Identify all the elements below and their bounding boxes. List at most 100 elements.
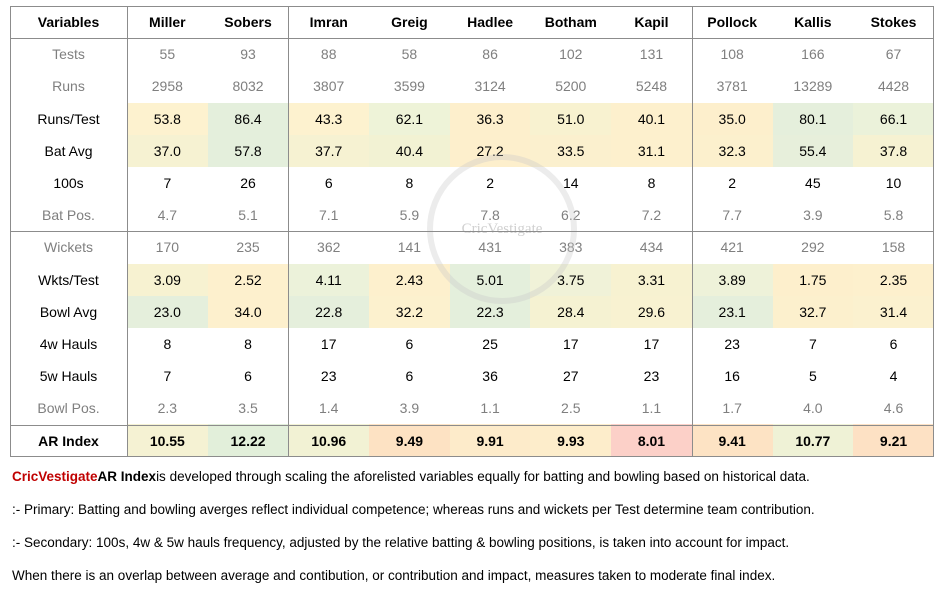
table-cell: 37.0: [127, 134, 208, 167]
notes-section: CricVestigate AR Index is developed thro…: [12, 460, 932, 592]
table-cell: 3.31: [611, 263, 692, 296]
row-label: 5w Hauls: [39, 368, 98, 385]
table-cell: 5.8: [883, 207, 904, 224]
table-cell: 22.3: [449, 295, 531, 328]
table-cell: 51.0: [530, 102, 612, 135]
header-player: Stokes: [870, 14, 917, 31]
table-cell: 55: [159, 46, 176, 63]
row-label: 4w Hauls: [39, 335, 98, 352]
table-cell: 383: [559, 239, 583, 256]
brand-name: CricVestigate: [12, 469, 98, 484]
row-label: Runs/Test: [37, 110, 100, 127]
table-cell: 3.5: [238, 400, 258, 417]
table-cell: 23: [643, 368, 660, 385]
table-cell: 4.7: [157, 207, 178, 224]
table-row: Runs/Test 53.8 86.4 43.3 62.1 36.3 51.0 40.1 35.…: [10, 102, 934, 135]
stats-table: Variables Miller Sobers Imran Greig Hadlee Bo…: [10, 6, 934, 457]
table-cell: 22.8: [288, 295, 370, 328]
table-cell: 431: [478, 239, 502, 256]
table-cell: 2.3: [157, 400, 178, 417]
table-cell: 17: [562, 335, 579, 352]
table-cell: 3807: [313, 78, 345, 95]
table-cell: 23: [724, 335, 740, 352]
table-row: Bowl Pos. 2.3 3.5 1.4 3.9 1.1 2.5 1.1 1.7 4.0 4.6: [10, 392, 934, 424]
table-cell: 2.35: [853, 263, 934, 296]
header-player: Sobers: [224, 14, 272, 31]
table-row: Bat Pos. 4.7 5.1 7.1 5.9 7.8 6.2 7.2 7.7 3.9 5.8: [10, 199, 934, 231]
table-cell: 86: [482, 46, 498, 63]
section-divider: [10, 424, 934, 426]
row-label: Bat Pos.: [42, 207, 95, 224]
table-row: Wkts/Test 3.09 2.52 4.11 2.43 5.01 3.75 3.31 3.8…: [10, 263, 934, 296]
table-cell: 3.89: [691, 263, 773, 296]
table-cell: 5: [808, 368, 817, 385]
table-cell: 421: [720, 239, 744, 256]
table-cell: 7.2: [641, 207, 662, 224]
table-cell: 23: [320, 368, 337, 385]
table-cell: 12.22: [207, 424, 289, 457]
table-cell: 37.7: [288, 134, 370, 167]
table-cell: 23.1: [691, 295, 773, 328]
table-cell: 166: [801, 46, 825, 63]
table-cell: 5200: [555, 78, 587, 95]
row-label: Bat Avg: [44, 142, 93, 159]
table-cell: 40.4: [369, 134, 450, 167]
table-cell: 158: [881, 239, 906, 256]
table-cell: 141: [397, 239, 422, 256]
table-cell: 8032: [232, 78, 264, 95]
table-cell: 9.93: [530, 424, 612, 457]
table-cell: 27.2: [449, 134, 531, 167]
section-divider: [10, 38, 934, 40]
table-cell: 6: [244, 368, 252, 385]
header-player: Pollock: [707, 14, 758, 31]
table-cell: 1.1: [641, 400, 662, 417]
table-cell: 57.8: [207, 134, 289, 167]
table-cell: 40.1: [611, 102, 692, 135]
table-cell: 3781: [716, 78, 748, 95]
row-label: Bowl Pos.: [37, 400, 100, 417]
table-cell: 36.3: [449, 102, 531, 135]
table-cell: 7.1: [318, 207, 339, 224]
table-cell: 3.75: [530, 263, 612, 296]
table-cell: 5248: [635, 78, 668, 95]
table-row: Bowl Avg 23.0 34.0 22.8 32.2 22.3 28.4 29.6 23.1…: [10, 295, 934, 328]
table-cell: 8: [163, 335, 172, 352]
table-row: 5w Hauls 7 6 23 6 36 27 23 16 5 4: [10, 360, 934, 392]
table-cell: 58: [401, 46, 418, 63]
table-cell: 7: [163, 175, 172, 192]
table-cell: 3599: [393, 78, 425, 95]
table-cell: 131: [639, 46, 664, 63]
note-text: is developed through scaling the aforeli…: [156, 469, 810, 484]
table-cell: 1.1: [480, 400, 500, 417]
table-cell: 9.49: [369, 424, 450, 457]
table-cell: 9.41: [691, 424, 773, 457]
table-cell: 4.6: [883, 400, 904, 417]
table-cell: 80.1: [772, 102, 854, 135]
table-cell: 6.2: [561, 207, 581, 224]
row-label: 100s: [53, 175, 84, 192]
table-cell: 434: [639, 239, 664, 256]
table-cell: 1.75: [772, 263, 854, 296]
table-row: Tests 55 93 88 58 86 102 131 108 166 67: [10, 38, 934, 70]
table-cell: 7.7: [722, 207, 742, 224]
table-cell: 4: [889, 368, 898, 385]
table-cell: 10.77: [772, 424, 854, 457]
table-cell: 35.0: [691, 102, 773, 135]
table-cell: 53.8: [127, 102, 208, 135]
table-cell: 292: [801, 239, 825, 256]
table-cell: 28.4: [530, 295, 612, 328]
table-row: Wickets 170 235 362 141 431 383 434 421 292 158: [10, 231, 934, 263]
table-cell: 4.0: [803, 400, 823, 417]
table-cell: 362: [317, 239, 341, 256]
table-cell: 2.52: [207, 263, 289, 296]
table-cell: 93: [240, 46, 256, 63]
row-label: Wickets: [44, 239, 93, 256]
note-line-4: When there is an overlap between average…: [12, 568, 776, 583]
note-line-2: :- Primary: Batting and bowling averges …: [12, 502, 815, 517]
table-cell: 7.8: [480, 207, 500, 224]
table-cell: 8: [244, 335, 252, 352]
index-name: AR Index: [97, 469, 157, 484]
table-cell: 1.7: [722, 400, 742, 417]
table-cell: 86.4: [207, 102, 289, 135]
table-cell: 3.9: [399, 400, 420, 417]
